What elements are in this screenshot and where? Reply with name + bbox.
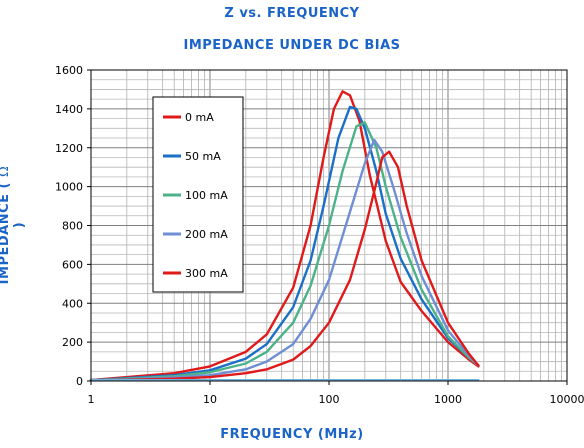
series-line-2 <box>89 121 480 382</box>
x-tick-label: 10 <box>203 393 217 406</box>
legend-label: 50 mA <box>185 150 221 163</box>
y-axis-label-text: IMPEDANCE ( <box>0 182 12 285</box>
chart-title: Z vs. FREQUENCY <box>224 6 360 21</box>
series-line-3 <box>89 138 480 382</box>
x-tick-label: 10000 <box>550 393 584 406</box>
chart-subtitle: IMPEDANCE UNDER DC BIAS <box>183 38 401 53</box>
x-tick-label: 100 <box>319 393 340 406</box>
x-tick-label: 1 <box>88 393 95 406</box>
x-axis-label: FREQUENCY (MHz) <box>220 427 364 442</box>
y-tick-label: 200 <box>62 336 83 349</box>
y-tick-label: 600 <box>62 258 83 271</box>
y-axis-label: IMPEDANCE ( Ω ) <box>0 165 27 285</box>
series-line-4 <box>89 150 480 382</box>
ohm-symbol: Ω <box>0 166 12 177</box>
series-line-0 <box>89 90 480 382</box>
legend-label: 0 mA <box>185 111 214 124</box>
x-tick-label: 1000 <box>434 393 462 406</box>
legend-label: 200 mA <box>185 228 228 241</box>
y-tick-label: 0 <box>76 375 83 388</box>
y-tick-label: 1400 <box>55 103 83 116</box>
y-tick-label: 1600 <box>55 64 83 77</box>
legend-label: 300 mA <box>185 267 228 280</box>
y-axis-label-close: ) <box>12 221 27 229</box>
legend-label: 100 mA <box>185 189 228 202</box>
y-tick-label: 1200 <box>55 142 83 155</box>
y-tick-label: 800 <box>62 220 83 233</box>
series-line-1 <box>89 105 480 382</box>
y-tick-label: 400 <box>62 297 83 310</box>
y-tick-label: 1000 <box>55 181 83 194</box>
